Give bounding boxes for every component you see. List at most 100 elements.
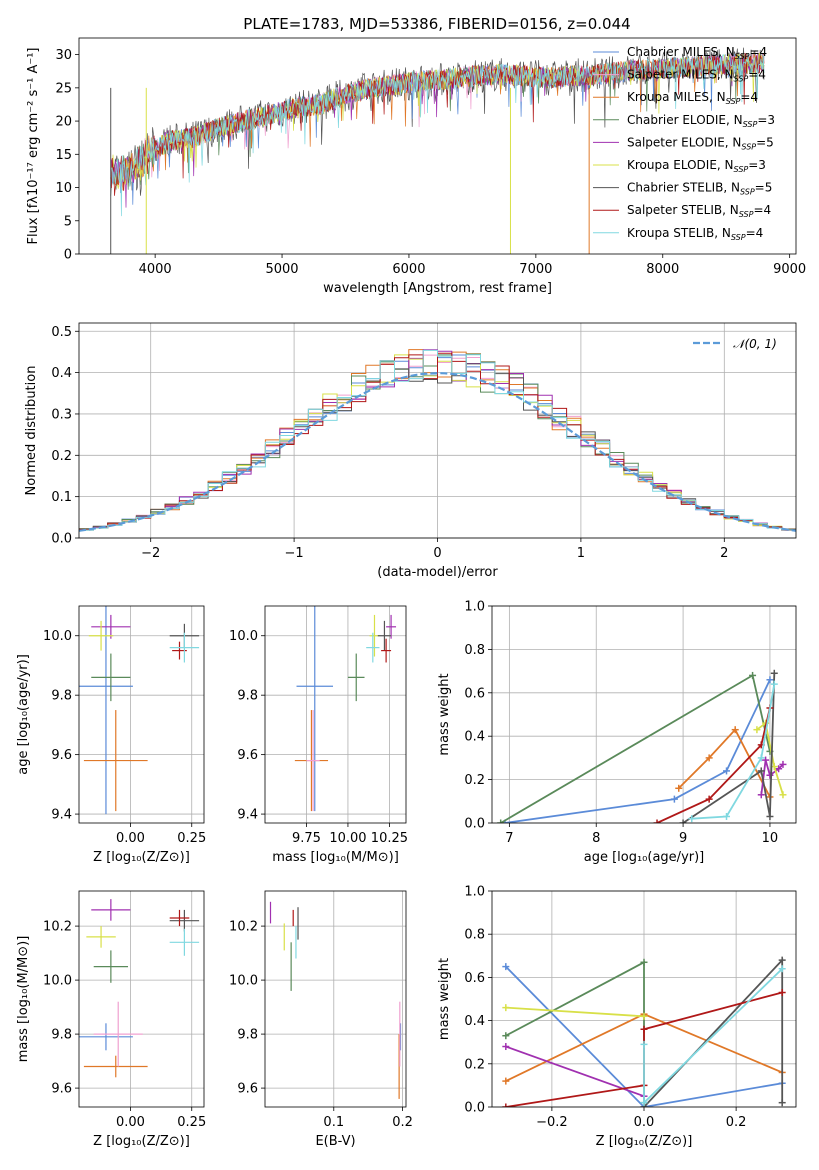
weight-series-line — [678, 728, 771, 798]
weight-series-line — [505, 1006, 645, 1018]
x-tick-label: 5000 — [265, 262, 298, 277]
x-tick-label: 8 — [592, 831, 600, 846]
y-tick-label: 10.2 — [43, 920, 72, 935]
weight-series-line — [656, 707, 771, 823]
y-tick-label: 0 — [64, 248, 72, 263]
y-tick-label: 0.0 — [51, 532, 72, 547]
histogram-lines — [79, 349, 796, 532]
y-tick-label: 0.3 — [51, 407, 72, 422]
age_vs_Z-panel: 0.00 0.25 9.4 9.6 9.8 10.0 Z [log₁₀(Z/Z⊙)] age … — [16, 605, 206, 865]
x-axis-label: age [log₁₀(age/yr)] — [584, 850, 705, 865]
residuals-panel: −2 −1 0 1 2 0.0 0.1 0.2 0.3 0.4 0.5 (data-model)/er… — [24, 322, 797, 580]
y-axis-label: Normed distribution — [24, 366, 39, 496]
x-tick-label: 9.75 — [292, 831, 321, 846]
legend-label-tail: =3 — [748, 158, 766, 172]
x-tick-label: 0.25 — [177, 1115, 206, 1130]
errorbar-points — [269, 901, 402, 1099]
y-tick-label: 9.8 — [237, 1028, 258, 1043]
spectrum-panel: 4000 5000 6000 7000 8000 9000 0 5 10 15 20 25 30 wave… — [26, 37, 806, 296]
legend-label-main: Chabrier STELIB, N — [627, 181, 740, 195]
x-tick-label: −0.2 — [536, 1115, 568, 1130]
legend-label: Salpeter STELIB, NSSP=4 — [627, 203, 771, 219]
y-axis-label: mass weight — [437, 673, 452, 755]
normal-curve — [79, 371, 796, 532]
y-tick-label: 1.0 — [464, 600, 485, 615]
x-tick-label: 9000 — [773, 262, 806, 277]
spectrum-lines — [110, 47, 765, 254]
y-tick-label: 30 — [55, 48, 72, 63]
x-tick-label: 10.00 — [329, 831, 366, 846]
x-axis-label: Z [log₁₀(Z/Z⊙)] — [596, 1134, 693, 1149]
axes-frame — [264, 890, 407, 1108]
errorbar-points — [294, 606, 397, 812]
y-tick-label: 1.0 — [464, 885, 485, 900]
x-tick-label: 0.2 — [392, 1115, 413, 1130]
y-tick-label: 10 — [55, 181, 72, 196]
y-tick-label: 9.8 — [51, 1028, 72, 1043]
x-tick-label: −1 — [285, 546, 304, 561]
weight-series-line — [505, 965, 783, 1107]
weight-lines — [497, 669, 787, 823]
x-tick-label: 1 — [577, 546, 585, 561]
y-tick-label: 9.8 — [51, 689, 72, 704]
legend-label-tail: =5 — [755, 181, 773, 195]
legend-label-main: Kroupa MILES, N — [627, 90, 726, 104]
x-axis-label: Z [log₁₀(Z/Z⊙)] — [93, 1134, 190, 1149]
y-axis-label: mass weight — [437, 958, 452, 1040]
legend-label-main: Chabrier ELODIE, N — [627, 113, 743, 127]
legend-label: Salpeter ELODIE, NSSP=5 — [627, 135, 774, 151]
legend-label-sub: SSP — [726, 97, 741, 106]
legend-label-sub: SSP — [731, 233, 746, 242]
y-axis-label: Flux [fλ10⁻¹⁷ erg cm⁻² s⁻¹ A⁻¹] — [26, 48, 41, 245]
y-tick-label: 0.8 — [464, 643, 485, 658]
x-tick-label: 7000 — [519, 262, 552, 277]
x-tick-label: 0.00 — [116, 831, 145, 846]
legend-label: Kroupa MILES, NSSP=4 — [627, 90, 758, 106]
weight-series-line — [504, 679, 771, 823]
mass_vs_ebv-panel: 0.1 0.2 9.6 9.8 10.0 10.2 E(B-V) — [229, 890, 413, 1149]
y-tick-label: 0.2 — [464, 1057, 485, 1072]
y-tick-label: 9.4 — [51, 808, 72, 823]
legend-label-main: Salpeter ELODIE, N — [627, 135, 741, 149]
y-tick-label: 0.0 — [464, 817, 485, 832]
y-tick-label: 20 — [55, 115, 72, 130]
y-tick-label: 0.2 — [51, 449, 72, 464]
legend-label-main: Kroupa ELODIE, N — [627, 158, 734, 172]
y-tick-label: 9.6 — [51, 1082, 72, 1097]
legend-label-main: Kroupa STELIB, N — [627, 226, 731, 240]
y-tick-label: 0.4 — [464, 730, 485, 745]
y-tick-label: 10.2 — [229, 920, 258, 935]
y-tick-label: 9.6 — [51, 748, 72, 763]
legend-label-tail: =5 — [756, 135, 774, 149]
x-tick-label: 9 — [679, 831, 687, 846]
x-tick-label: 7 — [505, 831, 513, 846]
legend-label-tail: =4 — [753, 203, 771, 217]
y-tick-label: 0.5 — [51, 325, 72, 340]
spectrum-series-line — [110, 52, 765, 188]
legend-label-main: Chabrier MILES, N — [627, 45, 735, 59]
y-tick-label: 10.0 — [229, 629, 258, 644]
legend-label-normal: 𝒩(0, 1) — [733, 337, 777, 351]
x-tick-label: 0.0 — [634, 1115, 655, 1130]
y-tick-label: 0.2 — [464, 773, 485, 788]
legend-label-tail: =3 — [757, 113, 775, 127]
x-tick-label: 0 — [433, 546, 441, 561]
x-tick-label: 6000 — [392, 262, 425, 277]
weight-lines — [502, 956, 786, 1107]
figure-title: PLATE=1783, MJD=53386, FIBERID=0156, z=0… — [243, 15, 630, 33]
axes-frame — [491, 605, 797, 824]
legend-label-sub: SSP — [743, 120, 758, 129]
y-tick-label: 25 — [55, 81, 72, 96]
y-tick-label: 9.8 — [237, 689, 258, 704]
y-tick-label: 0.6 — [464, 686, 485, 701]
y-tick-label: 0.1 — [51, 490, 72, 505]
x-tick-label: 4000 — [139, 262, 172, 277]
y-tick-label: 9.6 — [237, 1082, 258, 1097]
y-tick-label: 9.6 — [237, 748, 258, 763]
weight_vs_Z-panel: −0.2 0.0 0.2 0.0 0.2 0.4 0.6 0.8 1.0 Z [log₁₀(Z/Z… — [437, 885, 797, 1149]
chart-layer: 4000 5000 6000 7000 8000 9000051015202530wave… — [16, 37, 806, 1149]
legend-label-main: Salpeter STELIB, N — [627, 203, 739, 217]
legend-label: Salpeter MILES, NSSP=4 — [627, 68, 766, 84]
x-tick-label: 0.2 — [726, 1115, 747, 1130]
